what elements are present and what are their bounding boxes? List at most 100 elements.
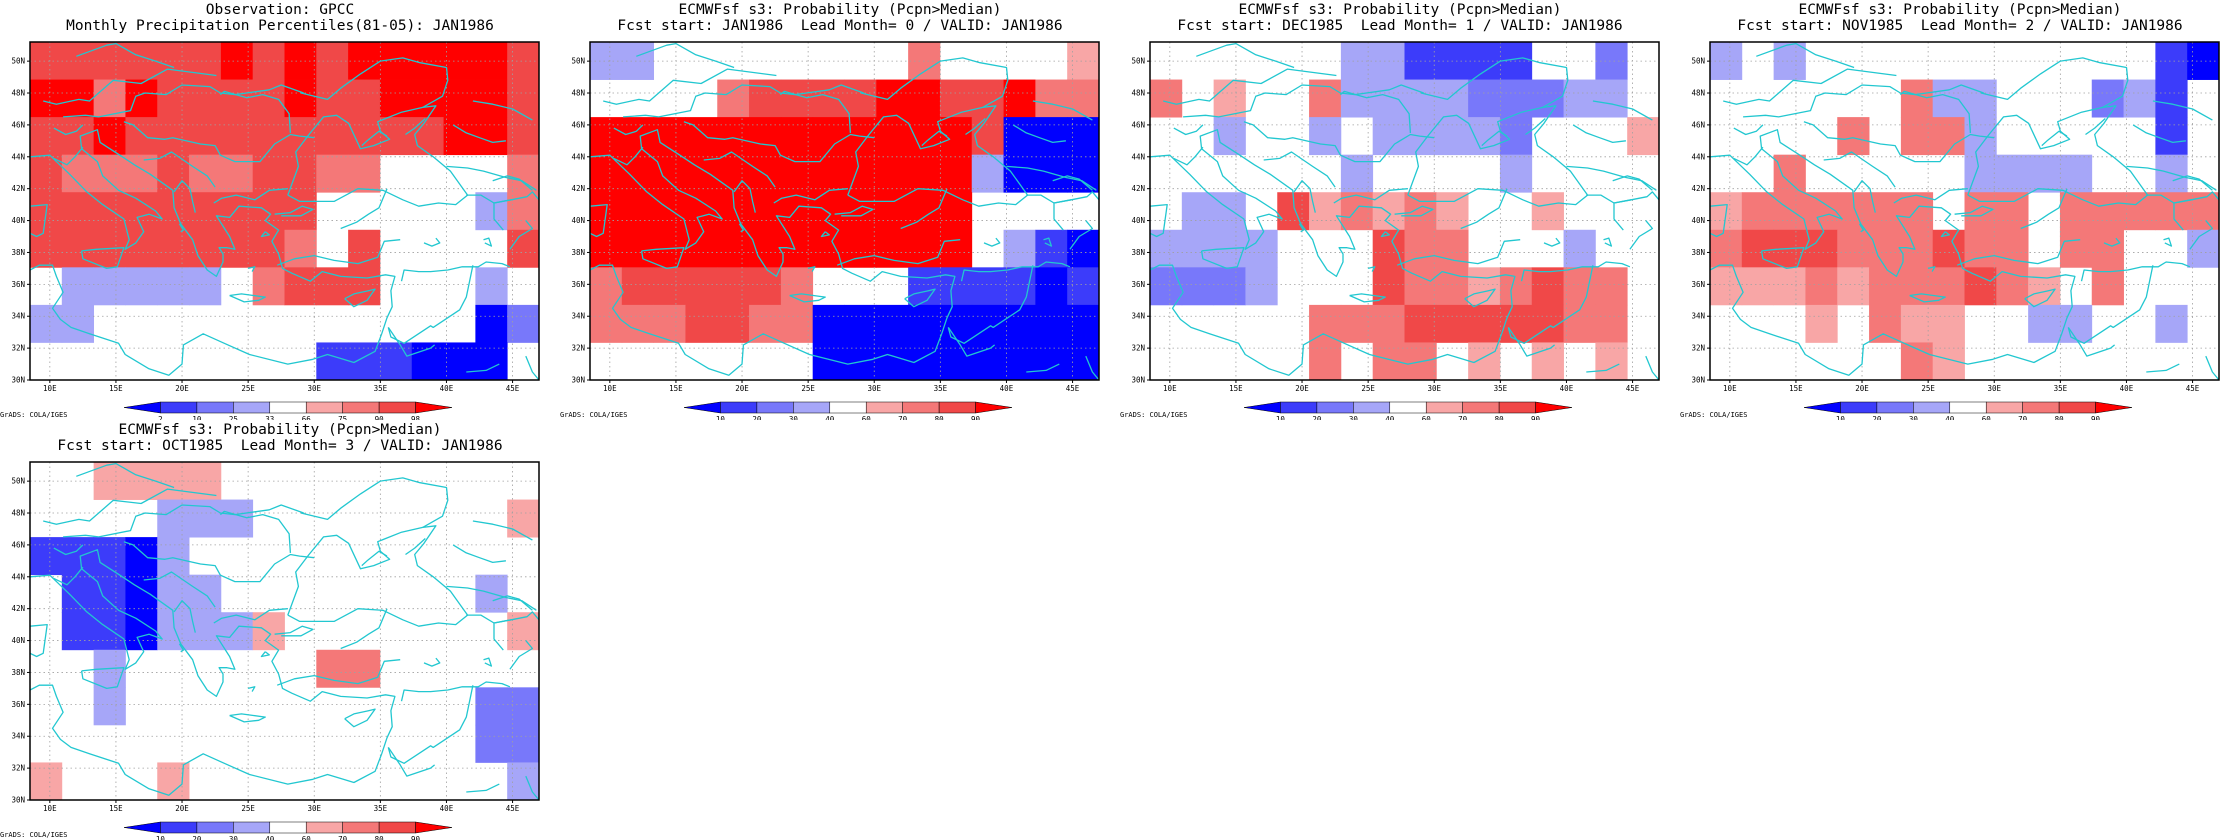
grid-cell bbox=[1340, 304, 1374, 343]
grid-cell bbox=[621, 192, 655, 231]
shaded-cells bbox=[1150, 42, 1680, 380]
coastline bbox=[143, 151, 216, 188]
coastline bbox=[76, 462, 175, 489]
lon-tick-label: 10E bbox=[43, 384, 57, 393]
grid-cell bbox=[1627, 117, 1659, 156]
lat-tick-label: 32N bbox=[11, 344, 25, 353]
coastline bbox=[30, 129, 396, 376]
coastline bbox=[1803, 121, 1995, 163]
lat-tick-label: 34N bbox=[11, 312, 25, 321]
grid-cell bbox=[717, 267, 750, 306]
lat-tick-label: 48N bbox=[11, 89, 25, 98]
colorbar-label: 10 bbox=[716, 415, 726, 420]
coastline bbox=[173, 600, 196, 633]
coastline bbox=[947, 327, 996, 357]
coastline bbox=[472, 520, 533, 541]
coastline bbox=[2189, 220, 2214, 250]
coastline bbox=[636, 42, 735, 69]
lat-tick-label: 32N bbox=[1691, 344, 1705, 353]
coastline bbox=[1645, 355, 1659, 380]
colorbar-segment bbox=[196, 821, 234, 834]
colorbar-label: 60 bbox=[302, 835, 312, 840]
grads-credit: GrADS: COLA/IGES bbox=[1120, 411, 1188, 419]
colorbar: 2 10 25 33 66 75 90 98 bbox=[123, 401, 453, 420]
grid-cell bbox=[1468, 79, 1501, 118]
grid-cell bbox=[157, 42, 190, 80]
grid-cell bbox=[125, 537, 158, 576]
grid-cell bbox=[61, 574, 95, 613]
coastline bbox=[2132, 124, 2186, 144]
coastline bbox=[405, 538, 426, 556]
grid-cell bbox=[621, 117, 655, 156]
grid-cell bbox=[2091, 192, 2124, 231]
coastline bbox=[173, 180, 196, 213]
grid-cell bbox=[908, 342, 941, 380]
coastline bbox=[63, 84, 304, 118]
coastline bbox=[387, 685, 474, 764]
grid-cell bbox=[1035, 304, 1068, 343]
grid-cell bbox=[1067, 304, 1099, 343]
grid-cell bbox=[717, 117, 750, 156]
colorbar-segment bbox=[269, 401, 307, 414]
map-canvas: 10E 15E 20E 25E 30E 35E 40E 45E 30N 32N 34N 36N 38N 4… bbox=[11, 41, 540, 420]
grid-cell bbox=[348, 117, 381, 156]
grid-cell bbox=[780, 229, 814, 268]
lon-tick-label: 15E bbox=[109, 384, 123, 393]
panel-title: ECMWFsf s3: Probability (Pcpn>Median) bbox=[118, 422, 442, 438]
grid-cell bbox=[876, 192, 909, 231]
map-frame bbox=[1149, 41, 1660, 381]
lat-tick-label: 32N bbox=[1131, 344, 1145, 353]
coastline bbox=[1333, 188, 1408, 204]
colorbar-label: 70 bbox=[2018, 415, 2028, 420]
grid-cell bbox=[908, 267, 941, 306]
grid-cell bbox=[812, 117, 845, 156]
coastline bbox=[590, 129, 956, 376]
grid-cell bbox=[2091, 229, 2124, 268]
map-panel-obs: Observation: GPCC Monthly Precipitation P… bbox=[0, 0, 560, 420]
coastline bbox=[807, 266, 816, 272]
lat-tick-label: 36N bbox=[11, 280, 25, 289]
colorbar-segment bbox=[1243, 401, 1281, 414]
grid-cell bbox=[1773, 192, 1806, 231]
grid-cell bbox=[2028, 267, 2061, 306]
colorbar-label: 20 bbox=[1312, 415, 1322, 420]
coastline bbox=[836, 239, 961, 266]
grid-cell bbox=[1531, 192, 1564, 231]
grid-cell bbox=[157, 229, 190, 268]
coastline bbox=[2067, 265, 2154, 344]
grid-cell bbox=[1499, 154, 1533, 193]
coastline bbox=[1173, 124, 1204, 136]
grid-cell bbox=[1340, 42, 1374, 80]
coastline bbox=[387, 327, 436, 357]
grid-cell bbox=[443, 79, 476, 118]
grid-cell bbox=[1003, 117, 1036, 156]
coastline bbox=[1956, 239, 2081, 266]
coastline bbox=[80, 247, 125, 270]
grid-cell bbox=[876, 117, 909, 156]
coastline bbox=[1760, 247, 1805, 270]
coastline bbox=[229, 713, 266, 723]
grid-cell bbox=[316, 342, 349, 380]
coastline bbox=[2205, 355, 2219, 380]
grid-cell bbox=[939, 229, 973, 268]
grid-cell bbox=[220, 229, 254, 268]
coastline bbox=[1909, 293, 1946, 303]
lat-tick-label: 30N bbox=[11, 376, 25, 385]
coastline bbox=[1659, 192, 1680, 264]
colorbar-segment bbox=[378, 401, 416, 414]
grid-cell bbox=[844, 192, 877, 231]
coastline bbox=[1460, 188, 1508, 230]
lon-tick-label: 40E bbox=[2120, 384, 2134, 393]
coastline bbox=[2020, 188, 2068, 230]
grid-cell bbox=[1035, 117, 1068, 156]
coastline bbox=[219, 90, 292, 133]
coastline bbox=[387, 265, 474, 344]
grid-cell bbox=[1499, 79, 1533, 118]
lat-tick-label: 34N bbox=[1131, 312, 1145, 321]
coastline bbox=[1893, 188, 1968, 204]
grid-cell bbox=[590, 304, 623, 343]
coastline bbox=[340, 188, 388, 230]
grid-cell bbox=[812, 229, 845, 268]
lat-tick-label: 38N bbox=[1131, 248, 1145, 257]
grid-cell bbox=[157, 462, 190, 500]
